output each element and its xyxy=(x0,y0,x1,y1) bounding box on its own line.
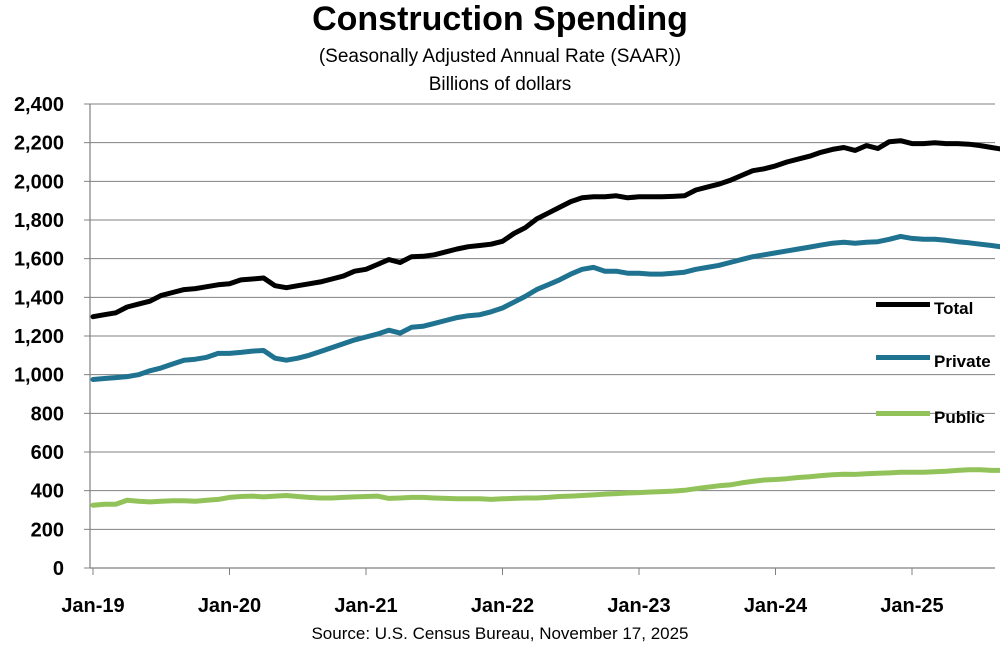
y-tick-label: 600 xyxy=(31,442,64,464)
y-tick-label: 1,200 xyxy=(14,326,64,348)
y-tick-label: 2,200 xyxy=(14,133,64,155)
legend-label-total: Total xyxy=(934,299,973,318)
y-tick-label: 0 xyxy=(53,558,64,580)
legend-label-private: Private xyxy=(934,352,991,371)
y-tick-label: 1,800 xyxy=(14,210,64,232)
series-lines xyxy=(90,138,1000,508)
y-tick-label: 1,000 xyxy=(14,365,64,387)
x-tick-label: Jan-24 xyxy=(744,595,808,617)
x-axis-tick-labels: Jan-19 Jan-20 Jan-21 Jan-22 Jan-23 Jan-24 Jan-… xyxy=(61,595,943,617)
series-line-private xyxy=(90,233,1000,382)
axes xyxy=(84,103,995,575)
y-axis-tick-labels: 0 200 400 600 800 1,000 1,200 1,400 1,600 1,800 2,… xyxy=(14,94,64,580)
x-tick-label: Jan-21 xyxy=(334,595,397,617)
x-tick-label: Jan-23 xyxy=(607,595,670,617)
series-line-public xyxy=(90,467,1000,508)
chart-subtitle: (Seasonally Adjusted Annual Rate (SAAR)) xyxy=(318,46,682,67)
legend: Total Private Public xyxy=(876,299,991,427)
x-tick-label: Jan-19 xyxy=(61,595,124,617)
y-tick-label: 1,400 xyxy=(14,287,64,309)
y-tick-label: 1,600 xyxy=(14,249,64,271)
chart-title: Construction Spending xyxy=(312,0,688,38)
x-tick-label: Jan-25 xyxy=(880,595,943,617)
y-tick-label: 2,000 xyxy=(14,171,64,193)
y-tick-label: 200 xyxy=(31,519,64,541)
legend-swatch-private xyxy=(876,355,930,360)
x-tick-label: Jan-22 xyxy=(471,595,534,617)
x-tick-label: Jan-20 xyxy=(198,595,261,617)
source-note: Source: U.S. Census Bureau, November 17,… xyxy=(311,624,689,643)
series-line-total xyxy=(90,138,1000,320)
y-tick-label: 400 xyxy=(31,481,64,503)
units-label: Billions of dollars xyxy=(428,74,572,95)
legend-swatch-public xyxy=(876,411,930,416)
legend-label-public: Public xyxy=(934,408,985,427)
legend-swatch-total xyxy=(876,302,930,307)
gridlines xyxy=(90,103,995,530)
y-tick-label: 2,400 xyxy=(14,94,64,116)
y-tick-label: 800 xyxy=(31,403,64,425)
